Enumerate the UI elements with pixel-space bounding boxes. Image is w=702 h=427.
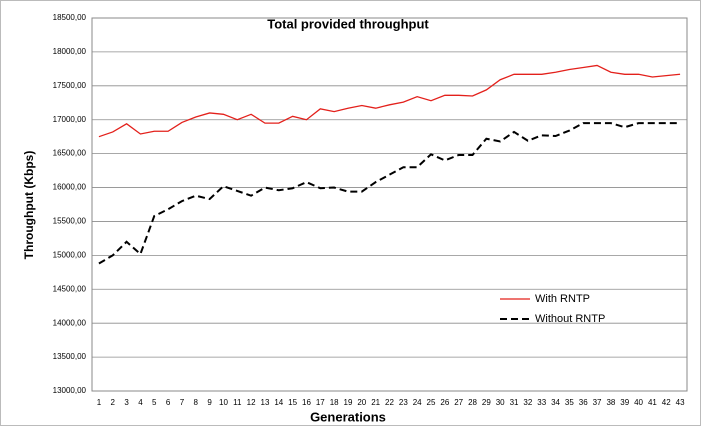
- x-tick-label: 4: [138, 398, 143, 407]
- plot-frame: [91, 17, 688, 392]
- y-tick-label: 17000,00: [53, 115, 87, 124]
- y-tick-label: 14000,00: [53, 318, 87, 327]
- x-tick-label: 18: [330, 398, 339, 407]
- x-tick-label: 5: [152, 398, 157, 407]
- x-tick-label: 2: [111, 398, 116, 407]
- legend-label: With RNTP: [535, 293, 590, 305]
- y-axis-label: Throughput (Kbps): [22, 151, 36, 260]
- y-tick-label: 13500,00: [53, 352, 87, 361]
- chart-title: Total provided throughput: [267, 16, 429, 31]
- x-tick-label: 3: [124, 398, 129, 407]
- x-tick-label: 13: [261, 398, 270, 407]
- legend-label: Without RNTP: [535, 313, 605, 325]
- x-tick-label: 12: [247, 398, 256, 407]
- x-tick-label: 33: [537, 398, 546, 407]
- x-tick-label: 30: [496, 398, 505, 407]
- x-tick-label: 21: [371, 398, 380, 407]
- x-tick-label: 29: [482, 398, 491, 407]
- y-tick-label: 17500,00: [53, 81, 87, 90]
- x-tick-label: 43: [676, 398, 685, 407]
- x-tick-label: 26: [440, 398, 449, 407]
- x-tick-label: 9: [207, 398, 212, 407]
- y-tick-label: 18500,00: [53, 13, 87, 22]
- x-tick-label: 17: [316, 398, 325, 407]
- x-tick-label: 7: [180, 398, 185, 407]
- y-tick-label: 13000,00: [53, 386, 87, 395]
- y-tick-label: 16500,00: [53, 149, 87, 158]
- x-tick-label: 40: [634, 398, 643, 407]
- x-tick-label: 38: [606, 398, 615, 407]
- x-tick-label: 39: [620, 398, 629, 407]
- x-tick-label: 20: [357, 398, 366, 407]
- x-tick-label: 16: [302, 398, 311, 407]
- x-tick-label: 27: [454, 398, 463, 407]
- x-tick-label: 25: [427, 398, 436, 407]
- y-tick-label: 15500,00: [53, 217, 87, 226]
- x-tick-label: 8: [194, 398, 199, 407]
- x-tick-label: 32: [523, 398, 532, 407]
- x-tick-label: 34: [551, 398, 560, 407]
- x-tick-label: 15: [288, 398, 297, 407]
- x-axis-label: Generations: [310, 409, 386, 424]
- x-tick-label: 42: [662, 398, 671, 407]
- x-tick-label: 19: [344, 398, 353, 407]
- x-tick-label: 41: [648, 398, 657, 407]
- x-tick-label: 6: [166, 398, 171, 407]
- x-tick-label: 14: [274, 398, 283, 407]
- x-tick-label: 23: [399, 398, 408, 407]
- series-line: [98, 122, 681, 265]
- x-tick-label: 37: [593, 398, 602, 407]
- y-tick-label: 16000,00: [53, 183, 87, 192]
- x-tick-label: 1: [97, 398, 102, 407]
- x-tick-label: 28: [468, 398, 477, 407]
- y-tick-label: 18000,00: [53, 47, 87, 56]
- x-tick-label: 10: [219, 398, 228, 407]
- x-tick-label: 36: [579, 398, 588, 407]
- y-tick-label: 14500,00: [53, 284, 87, 293]
- x-tick-label: 11: [233, 398, 242, 407]
- y-tick-label: 15000,00: [53, 250, 87, 259]
- x-tick-label: 31: [510, 398, 519, 407]
- series-line: [98, 64, 681, 138]
- x-tick-label: 22: [385, 398, 394, 407]
- x-tick-label: 35: [565, 398, 574, 407]
- x-tick-label: 24: [413, 398, 422, 407]
